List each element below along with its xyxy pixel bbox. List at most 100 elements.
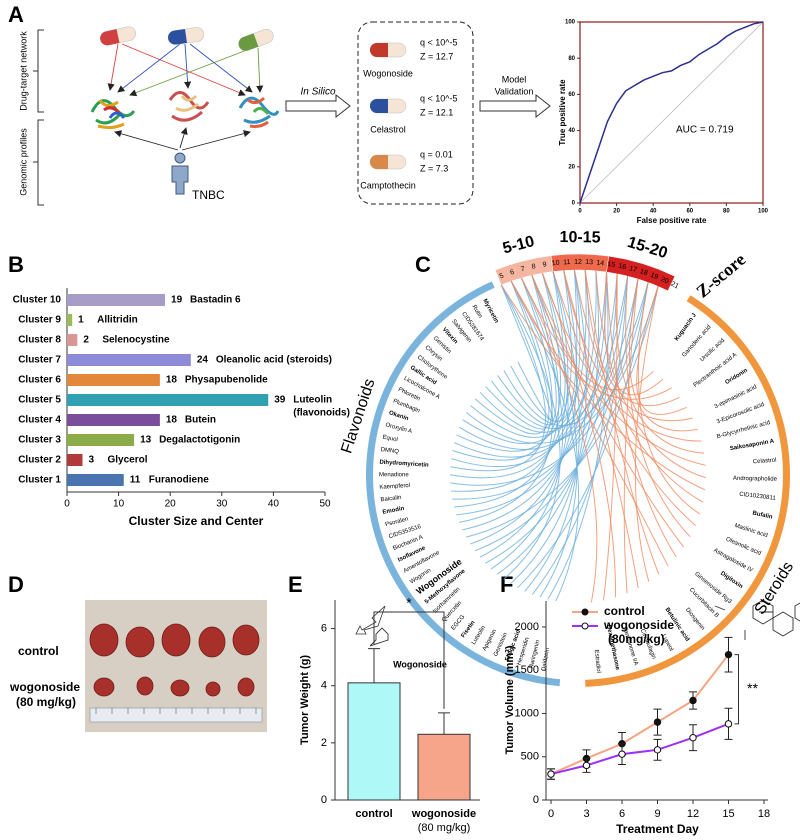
zscore-bin [606,255,676,292]
center-label: Luteolin [293,395,332,406]
chord [531,275,685,548]
compound-label: Kuguacin J [674,313,698,343]
bin-label: 10-15 [560,229,601,246]
x-tick-label: 15 [722,808,734,820]
bar [67,354,191,366]
chord [547,271,609,600]
chord [584,270,660,575]
compound-label: Menadione [379,472,409,478]
compound-label: Oroxylin A [385,422,413,435]
chord [603,273,618,601]
y-tick-label: 1500 [515,664,539,676]
compound-label: Baicalin [380,495,402,504]
y-tick-label: 60 [568,92,575,98]
bar [67,454,83,466]
legend-marker [581,622,589,630]
compound-label: Ursolic acid [699,338,726,364]
bracket-label: Genomic profiles [18,128,28,196]
y-tick-label: Cluster 6 [18,375,61,386]
value-label: 19 [171,295,183,306]
arrow [479,93,551,119]
arrow [285,93,351,119]
chord [496,270,600,575]
panel-label: A [8,2,24,27]
drug-q: q < 10^-5 [420,93,458,103]
chord [604,271,664,396]
compound-label: Kaempferol [379,483,410,491]
drug-z: Z = 12.1 [420,107,453,117]
y-tick-label: 0 [321,794,327,806]
y-tick-label: Cluster 2 [18,455,61,466]
center-label: Oleanolic acid (steroids) [216,355,332,366]
compound-label: Saikosaponin A [730,438,776,452]
x-tick-label: 0 [578,209,582,215]
x-tick-label: wogonoside [411,808,476,820]
panel-label: C [415,252,431,277]
y-tick-label: 500 [521,751,539,763]
compound-label: Bufalin [752,511,773,521]
chord [563,270,693,422]
x-tick-label: 50 [319,499,331,510]
center-label: Degalactotigonin [159,435,240,446]
scale-tick: 18 [639,268,649,277]
chord [524,271,580,592]
compound-label: Myricetin [481,298,499,324]
y-tick-label: 6 [321,622,327,634]
y-tick-label: Cluster 10 [13,295,62,306]
scale-tick: 5 [499,272,505,280]
x-tick-label: 6 [619,808,625,820]
chemical-structure [369,599,800,647]
chord [462,270,590,531]
scale-title: Z-score [692,249,749,301]
row-label: (80 mg/kg) [16,695,76,709]
row-label: control [18,644,59,658]
chord [531,275,578,598]
chord [510,280,580,602]
bar [67,374,160,386]
scale-tick: 9 [542,261,547,269]
scale-tick: 21 [669,281,679,291]
capsule-half [100,29,120,46]
compound-label: CID10230811 [739,492,777,502]
significance: ** [747,680,758,696]
center-label: Bastadin 6 [190,295,241,306]
y-tick-label: 2 [321,737,327,749]
value-label: 1 [78,315,84,326]
chord [595,270,707,479]
compound-label: Rutin [471,304,483,319]
bar [67,434,135,446]
marker [689,696,697,705]
bar [67,414,160,426]
step-label: Validation [495,86,534,96]
x-tick-label: 0 [64,499,70,510]
chord [510,270,578,423]
scale-tick: 19 [649,272,659,281]
x-tick-label: 20 [165,499,177,510]
chord [517,282,649,589]
structure-label: Wogonoside [393,659,447,669]
capsule-half [168,29,187,45]
chord [491,276,629,429]
scale-tick: 10 [552,260,561,268]
y-tick-label: Cluster 1 [18,475,61,486]
drug-name: Camptothecin [360,180,416,190]
scale-tick: 7 [520,266,526,274]
compound-label: Estradiol [593,649,601,673]
capsule [238,28,274,52]
chord [485,273,618,564]
capsule [99,26,137,46]
compound-label: Psoralen [385,516,409,528]
error-bar [438,712,450,735]
y-tick-label: 100 [565,20,576,26]
y-axis-label: True positive rate [558,79,567,146]
chord [563,270,639,589]
capsule [369,42,407,58]
bar [67,474,124,486]
x-axis-label: False positive rate [637,216,707,225]
value-label: 24 [197,355,209,366]
capsule [167,27,205,45]
reference-line [579,21,764,204]
chord [634,286,659,582]
chord [500,284,554,422]
compound-label: DMNQ [380,447,399,455]
